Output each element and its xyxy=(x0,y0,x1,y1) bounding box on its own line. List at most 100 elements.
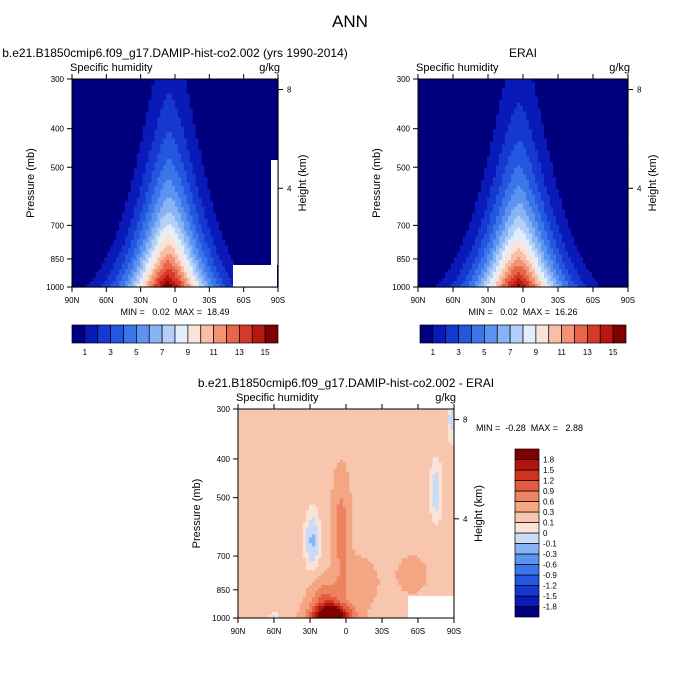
field-cell xyxy=(133,150,138,154)
field-cell xyxy=(254,138,258,142)
field-cell xyxy=(260,138,264,142)
field-cell xyxy=(72,174,76,178)
field-cell xyxy=(216,174,220,178)
field-cell xyxy=(101,102,105,107)
field-cell xyxy=(275,114,279,119)
field-cell xyxy=(245,197,250,202)
field-cell xyxy=(192,171,197,175)
field-cell xyxy=(254,81,258,86)
field-cell xyxy=(80,168,85,172)
field-cell xyxy=(186,123,191,128)
field-cell xyxy=(269,108,273,113)
field-cell xyxy=(222,197,226,202)
field-cell xyxy=(210,156,214,160)
field-cell xyxy=(189,156,194,160)
field-cell xyxy=(104,111,108,116)
field-cell xyxy=(113,132,117,137)
field-cell xyxy=(198,159,203,163)
field-cell xyxy=(204,126,208,131)
field-cell xyxy=(77,114,82,119)
field-cell xyxy=(189,114,194,119)
field-cell xyxy=(110,177,114,181)
field-cell xyxy=(145,144,150,148)
field-cell xyxy=(269,123,273,128)
field-cell xyxy=(225,174,229,178)
field-cell xyxy=(104,153,108,157)
field-cell xyxy=(239,84,244,89)
field-cell xyxy=(72,93,76,98)
field-cell xyxy=(136,183,141,187)
field-cell xyxy=(166,123,170,128)
field-cell xyxy=(242,200,247,205)
field-cell xyxy=(107,81,111,86)
field-cell xyxy=(236,102,241,107)
field-cell xyxy=(86,135,91,140)
field-cell xyxy=(124,79,129,83)
field-cell xyxy=(195,84,200,89)
field-cell xyxy=(154,87,158,92)
field-cell xyxy=(148,135,153,140)
field-cell xyxy=(127,177,132,181)
field-cell xyxy=(154,180,158,184)
field-cell xyxy=(257,102,261,107)
field-cell xyxy=(148,185,153,190)
field-cell xyxy=(272,150,276,154)
field-cell xyxy=(142,165,147,169)
field-cell xyxy=(74,120,79,125)
field-cell xyxy=(219,132,223,137)
field-cell xyxy=(263,203,267,208)
field-cell xyxy=(136,93,141,98)
field-cell xyxy=(127,153,132,157)
field-cell xyxy=(219,129,223,134)
field-cell xyxy=(257,188,261,193)
field-cell xyxy=(113,188,117,193)
field-cell xyxy=(130,197,135,202)
field-cell xyxy=(266,144,270,148)
field-cell xyxy=(98,126,103,131)
field-cell xyxy=(72,165,76,169)
field-cell xyxy=(104,162,108,166)
field-cell xyxy=(107,87,111,92)
field-cell xyxy=(192,126,197,131)
field-cell xyxy=(74,197,79,202)
field-cell xyxy=(145,81,150,86)
field-cell xyxy=(92,180,97,184)
field-cell xyxy=(201,102,206,107)
field-cell xyxy=(154,197,158,202)
field-cell xyxy=(254,147,258,151)
field-cell xyxy=(263,93,267,98)
field-cell xyxy=(119,162,123,166)
field-cell xyxy=(95,129,100,134)
field-cell xyxy=(80,171,85,175)
field-cell xyxy=(204,188,208,193)
field-cell xyxy=(122,105,126,110)
field-cell xyxy=(151,111,155,116)
field-cell xyxy=(80,165,85,169)
field-cell xyxy=(77,177,82,181)
field-cell xyxy=(230,194,235,199)
field-cell xyxy=(98,90,103,95)
field-cell xyxy=(254,174,258,178)
field-cell xyxy=(83,111,88,116)
field-cell xyxy=(130,162,135,166)
field-cell xyxy=(148,177,153,181)
field-cell xyxy=(160,168,164,172)
field-cell xyxy=(230,159,235,163)
field-cell xyxy=(198,126,203,131)
field-cell xyxy=(189,105,194,110)
field-cell xyxy=(251,191,256,196)
field-cell xyxy=(192,194,197,199)
field-cell xyxy=(201,87,206,92)
field-cell xyxy=(189,117,194,122)
field-cell xyxy=(86,126,91,131)
field-cell xyxy=(133,114,138,119)
field-cell xyxy=(180,153,185,157)
field-cell xyxy=(242,138,247,142)
field-cell xyxy=(148,90,153,95)
field-cell xyxy=(251,138,256,142)
field-cell xyxy=(169,168,173,172)
field-cell xyxy=(110,191,114,196)
field-cell xyxy=(198,81,203,86)
field-cell xyxy=(86,156,91,160)
field-cell xyxy=(83,141,88,145)
